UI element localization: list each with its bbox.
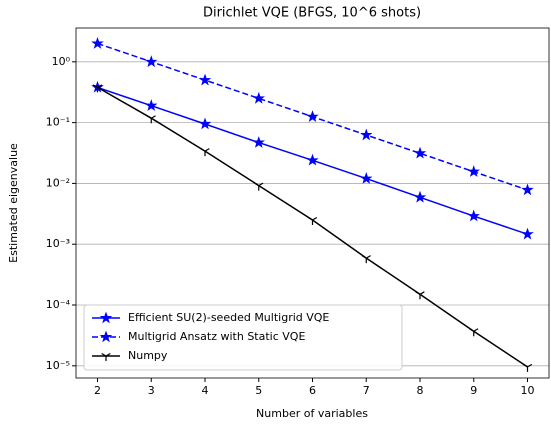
marker [521,183,534,196]
marker [254,182,264,191]
legend-marker [101,352,111,361]
x-tick-label: 5 [255,384,262,397]
legend-label: Efficient SU(2)-seeded Multigrid VQE [128,311,329,324]
marker [522,363,533,372]
marker [413,190,427,203]
x-tick-label: 7 [363,384,370,397]
marker [307,216,318,226]
y-tick-label: 10⁻³ [46,237,70,250]
marker [413,146,427,159]
marker [306,153,319,166]
marker [252,136,265,148]
y-tick-label: 10⁻¹ [46,116,70,129]
y-tick-label: 10⁻⁵ [46,359,70,372]
y-tick-label: 10⁻² [46,176,70,189]
marker [415,291,425,300]
marker [252,91,265,104]
legend-marker [99,330,113,343]
marker [469,328,479,337]
marker [467,209,480,222]
x-tick-label: 6 [309,384,316,397]
x-tick-label: 2 [94,384,101,397]
marker [360,172,373,184]
x-tick-label: 4 [202,384,209,397]
y-axis-label: Estimated eigenvalue [7,143,20,263]
marker [145,55,158,68]
plot-frame [75,27,550,379]
marker [521,227,534,240]
x-tick-label: 8 [417,384,424,397]
x-tick-label: 10 [521,384,535,397]
marker [360,128,373,141]
legend-label: Multigrid Ansatz with Static VQE [128,330,305,343]
marker [200,148,210,157]
legend-label: Numpy [128,349,168,362]
marker [467,165,480,177]
marker [306,110,319,123]
marker [91,36,104,49]
x-tick-label: 3 [148,384,155,397]
x-axis-label: Number of variables [256,407,368,420]
marker [361,255,371,264]
y-tick-label: 10⁰ [52,55,71,68]
legend-marker [99,311,113,324]
marker [92,84,103,93]
marker [198,117,212,130]
x-tick-label: 9 [470,384,477,397]
legend-box [83,304,403,371]
marker [145,99,158,111]
chart-title: Dirichlet VQE (BFGS, 10^6 shots) [203,6,421,21]
y-tick-label: 10⁻⁴ [46,298,71,311]
marker [146,115,156,124]
marker [198,73,212,86]
